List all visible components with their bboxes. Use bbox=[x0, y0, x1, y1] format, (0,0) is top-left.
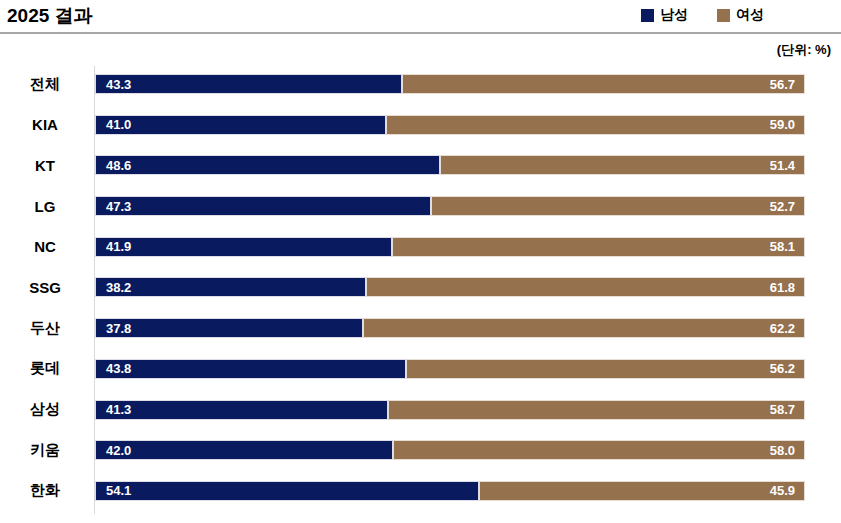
bar-segment-male: 41.3 bbox=[95, 400, 388, 420]
bar-segment-female: 56.7 bbox=[402, 74, 805, 94]
category-label: 키움 bbox=[0, 440, 90, 460]
category-label: 삼성 bbox=[0, 400, 90, 420]
bar-segment-male: 43.3 bbox=[95, 74, 402, 94]
stacked-bar: 41.3 58.7 bbox=[95, 400, 805, 420]
category-label: LG bbox=[0, 196, 90, 216]
bar-row: 전체 43.3 56.7 bbox=[0, 66, 805, 107]
bar-value-label: 58.1 bbox=[770, 239, 804, 254]
bar-row: SSG 38.2 61.8 bbox=[0, 269, 805, 310]
bar-segment-female: 45.9 bbox=[479, 481, 805, 501]
category-label: 전체 bbox=[0, 74, 90, 94]
bar-segment-male: 42.0 bbox=[95, 440, 393, 460]
bar-value-label: 56.2 bbox=[770, 361, 804, 376]
bar-value-label: 52.7 bbox=[770, 199, 804, 214]
bar-segment-female: 61.8 bbox=[366, 277, 805, 297]
category-label: KT bbox=[0, 155, 90, 175]
bar-row: 두산 37.8 62.2 bbox=[0, 310, 805, 351]
stacked-bar: 37.8 62.2 bbox=[95, 318, 805, 338]
category-label: SSG bbox=[0, 277, 90, 297]
chart-page: 2025 결과 남성 여성 (단위: %) 전체 43.3 56.7 KIA 41.0 59… bbox=[0, 0, 841, 523]
stacked-bar: 38.2 61.8 bbox=[95, 277, 805, 297]
stacked-bar-chart: 전체 43.3 56.7 KIA 41.0 59.0 KT 48.6 51.4 LG 47.3 52.… bbox=[0, 66, 805, 514]
bar-value-label: 58.7 bbox=[770, 402, 804, 417]
stacked-bar: 48.6 51.4 bbox=[95, 155, 805, 175]
stacked-bar: 41.0 59.0 bbox=[95, 115, 805, 135]
bar-segment-male: 41.0 bbox=[95, 115, 386, 135]
stacked-bar: 42.0 58.0 bbox=[95, 440, 805, 460]
bar-segment-male: 47.3 bbox=[95, 196, 431, 216]
bar-row: LG 47.3 52.7 bbox=[0, 188, 805, 229]
bar-segment-male: 48.6 bbox=[95, 155, 440, 175]
bar-value-label: 38.2 bbox=[96, 280, 131, 295]
page-title: 2025 결과 bbox=[7, 3, 93, 29]
stacked-bar: 41.9 58.1 bbox=[95, 237, 805, 257]
title-underline bbox=[0, 32, 841, 34]
bar-segment-male: 38.2 bbox=[95, 277, 366, 297]
bar-row: KIA 41.0 59.0 bbox=[0, 107, 805, 148]
stacked-bar: 43.8 56.2 bbox=[95, 359, 805, 379]
bar-row: 롯데 43.8 56.2 bbox=[0, 351, 805, 392]
bar-row: 삼성 41.3 58.7 bbox=[0, 392, 805, 433]
bar-segment-female: 58.1 bbox=[392, 237, 805, 257]
bar-segment-male: 41.9 bbox=[95, 237, 392, 257]
bar-value-label: 47.3 bbox=[96, 199, 131, 214]
bar-segment-female: 59.0 bbox=[386, 115, 805, 135]
bar-segment-male: 37.8 bbox=[95, 318, 363, 338]
bar-value-label: 43.8 bbox=[96, 361, 131, 376]
legend-swatch-icon bbox=[641, 9, 654, 22]
stacked-bar: 54.1 45.9 bbox=[95, 481, 805, 501]
bar-value-label: 43.3 bbox=[96, 77, 131, 92]
bar-value-label: 62.2 bbox=[770, 321, 804, 336]
category-label: KIA bbox=[0, 115, 90, 135]
bar-value-label: 51.4 bbox=[770, 158, 804, 173]
stacked-bar: 43.3 56.7 bbox=[95, 74, 805, 94]
bar-segment-female: 58.0 bbox=[393, 440, 805, 460]
legend-label: 여성 bbox=[736, 6, 764, 24]
bar-value-label: 37.8 bbox=[96, 321, 131, 336]
category-label: 한화 bbox=[0, 481, 90, 501]
unit-label: (단위: %) bbox=[777, 41, 831, 59]
bar-value-label: 61.8 bbox=[770, 280, 804, 295]
bar-segment-female: 56.2 bbox=[406, 359, 805, 379]
bar-row: KT 48.6 51.4 bbox=[0, 147, 805, 188]
bar-segment-male: 43.8 bbox=[95, 359, 406, 379]
bar-row: 한화 54.1 45.9 bbox=[0, 473, 805, 514]
bar-value-label: 42.0 bbox=[96, 443, 131, 458]
bar-value-label: 56.7 bbox=[770, 77, 804, 92]
bar-segment-female: 62.2 bbox=[363, 318, 805, 338]
bar-rows: 전체 43.3 56.7 KIA 41.0 59.0 KT 48.6 51.4 LG 47.3 52.… bbox=[0, 66, 805, 514]
bar-value-label: 41.3 bbox=[96, 402, 131, 417]
category-label: NC bbox=[0, 237, 90, 257]
stacked-bar: 47.3 52.7 bbox=[95, 196, 805, 216]
bar-value-label: 59.0 bbox=[770, 117, 804, 132]
category-label: 롯데 bbox=[0, 359, 90, 379]
legend-item-male: 남성 bbox=[641, 6, 688, 24]
bar-segment-female: 51.4 bbox=[440, 155, 805, 175]
legend-label: 남성 bbox=[660, 6, 688, 24]
legend-swatch-icon bbox=[717, 9, 730, 22]
bar-value-label: 48.6 bbox=[96, 158, 131, 173]
bar-segment-female: 58.7 bbox=[388, 400, 805, 420]
legend-item-female: 여성 bbox=[717, 6, 764, 24]
bar-value-label: 41.9 bbox=[96, 239, 131, 254]
bar-value-label: 41.0 bbox=[96, 117, 131, 132]
bar-segment-female: 52.7 bbox=[431, 196, 805, 216]
bar-segment-male: 54.1 bbox=[95, 481, 479, 501]
bar-row: NC 41.9 58.1 bbox=[0, 229, 805, 270]
bar-value-label: 45.9 bbox=[770, 483, 804, 498]
bar-row: 키움 42.0 58.0 bbox=[0, 432, 805, 473]
bar-value-label: 54.1 bbox=[96, 483, 131, 498]
bar-value-label: 58.0 bbox=[770, 443, 804, 458]
legend: 남성 여성 bbox=[641, 6, 764, 24]
category-label: 두산 bbox=[0, 318, 90, 338]
